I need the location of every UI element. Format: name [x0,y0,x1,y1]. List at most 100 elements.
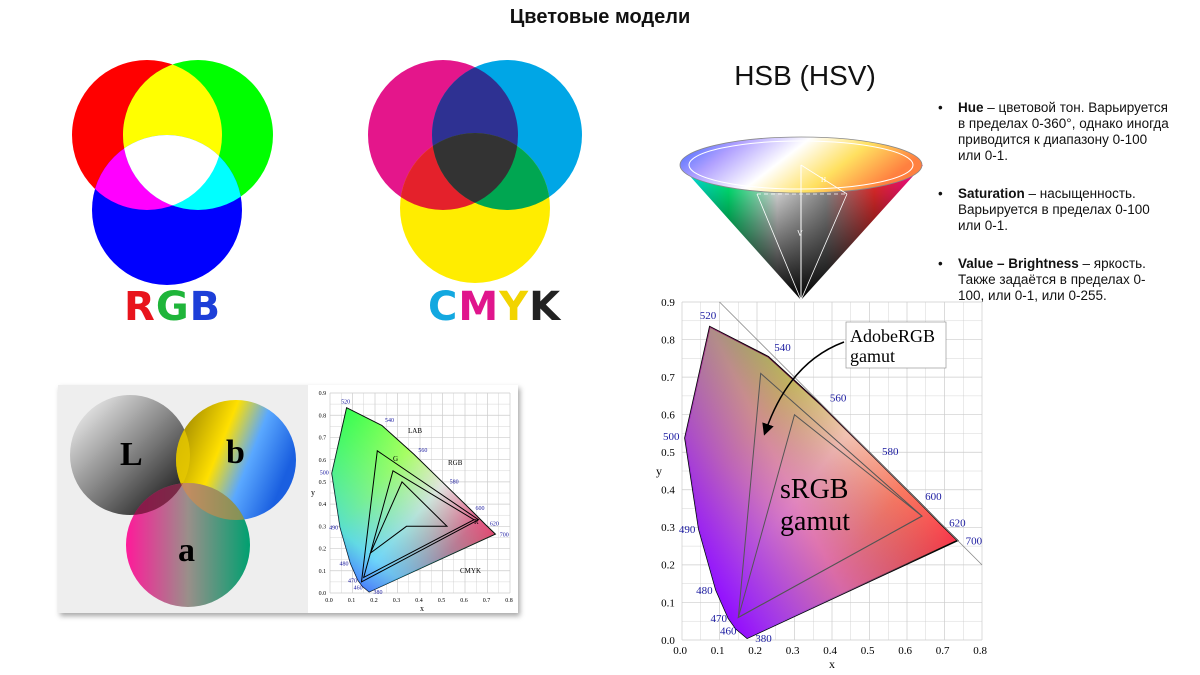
small-chart-ticks: 0.0 0.1 0.2 0.3 0.4 0.5 0.6 0.7 0.8 0.0 0.1 0.2 0.3 0… [319,391,513,604]
rgb-letter-b: B [189,284,222,330]
y-tick-label: 0.7 [319,436,327,442]
wavelength-label: 490 [329,526,338,532]
small-label-g: G [393,455,398,463]
wavelength-label: 380 [374,590,383,596]
wavelength-label: 580 [450,480,459,486]
adobergb-label-line1: AdobeRGB [850,326,935,346]
wavelength-label: 470 [348,578,357,584]
x-tick-label: 0.6 [898,645,912,657]
rgb-letter-g: G [155,284,190,330]
wavelength-label: 700 [966,535,983,547]
bullet-term: Saturation [958,186,1025,201]
y-tick-label: 0.6 [319,458,327,464]
small-lab-gamut-outline [360,449,480,583]
y-tick-label: 0.9 [661,297,675,309]
y-tick-label: 0.3 [661,522,675,534]
x-tick-label: 0.0 [673,645,687,657]
bullet-value: Value – Brightness – яркость. Также зада… [930,256,1170,304]
srgb-label-line1: sRGB [780,474,848,505]
rgb-label: RGB [124,284,221,330]
adobergb-label-line2: gamut [850,346,895,366]
y-tick-label: 0.7 [661,372,675,384]
y-tick-label: 0.1 [319,569,327,575]
wavelength-label: 480 [339,562,348,568]
hsv-bullet-list: Hue – цветовой тон. Варьируется в предел… [930,100,1170,326]
hsv-title: HSB (HSV) [734,60,876,91]
cmyk-letter-k: K [529,284,562,330]
lab-letter-l: L [120,436,143,473]
bullet-text: – цветовой тон. Варьируется в пределах 0… [958,100,1169,163]
x-tick-label: 0.7 [483,598,491,604]
srgb-gamut-triangle [737,413,923,619]
lab-letter-a: a [178,532,195,569]
small-label-lab: LAB [408,427,422,435]
y-tick-label: 0.5 [319,480,327,486]
x-tick-label: 0.8 [505,598,513,604]
y-tick-label: 0.8 [661,334,675,346]
bullet-saturation: Saturation – насыщенность. Варьируется в… [930,186,1170,234]
wavelength-label: 540 [385,418,394,424]
y-tick-label: 0.5 [661,447,675,459]
x-tick-label: 0.4 [415,598,423,604]
x-tick-label: 0.2 [748,645,762,657]
y-tick-label: 0.3 [319,524,327,530]
wavelength-label: 580 [882,446,899,458]
x-tick-label: 0.3 [786,645,800,657]
x-tick-label: 0.1 [348,598,356,604]
y-axis-label: y [656,464,662,478]
y-tick-label: 0.8 [319,413,327,419]
y-tick-label: 0.0 [661,635,675,647]
small-label-r: R [474,518,479,526]
wavelength-label: 520 [700,310,717,322]
x-tick-label: 0.7 [936,645,950,657]
y-tick-label: 0.2 [319,547,327,553]
wavelength-label: 620 [949,517,966,529]
hsv-cone-diagram: V H [679,136,923,301]
wavelength-label: 540 [774,342,791,354]
y-tick-label: 0.6 [661,410,675,422]
cmyk-letter-c: C [428,284,459,330]
lab-panel: L b a 0.0 0.1 0.2 0.3 0.4 0.5 0.6 0.7 0.8 0.0 0.1 0… [58,385,518,613]
x-tick-label: 0.3 [393,598,401,604]
wavelength-label: 460 [354,586,363,592]
hsv-cone-h-label: H [821,176,826,184]
small-ylabel: y [311,488,315,497]
wavelength-label: 460 [720,626,737,638]
wavelength-label: 620 [490,522,499,528]
x-tick-label: 0.1 [711,645,725,657]
x-tick-label: 0.5 [861,645,875,657]
cie-chromaticity-chart: 0.0 0.1 0.2 0.3 0.4 0.5 0.6 0.7 0.8 0.0 0.1 0.2 0.3 0… [656,297,987,671]
wavelength-label: 600 [475,506,484,512]
small-label-rgb: RGB [448,459,463,467]
small-chromaticity-chart: 0.0 0.1 0.2 0.3 0.4 0.5 0.6 0.7 0.8 0.0 0.1 0.2 0.3 0… [308,385,518,613]
small-label-cmyk: CMYK [460,567,481,575]
chart-axes: 0.0 0.1 0.2 0.3 0.4 0.5 0.6 0.7 0.8 0.0 0.1 0.2 0.3 0… [656,297,987,671]
wavelength-label: 520 [341,399,350,405]
x-tick-label: 0.8 [973,645,987,657]
cmyk-circles-diagram [368,60,582,283]
lab-letter-b: b [226,434,245,471]
rgb-letter-r: R [124,284,156,330]
wavelength-label: 480 [696,585,713,597]
lab-circles-diagram: L b a [70,395,296,607]
x-tick-label: 0.5 [438,598,446,604]
small-rgb-gamut-outline [362,470,476,579]
wavelength-label: 560 [830,393,847,405]
wavelength-label: 380 [755,633,772,645]
bullet-text: – яркость. Также задаётся в пределах 0-1… [958,256,1146,303]
x-tick-label: 0.6 [460,598,468,604]
wavelength-label: 700 [500,532,509,538]
small-xlabel: x [420,604,424,613]
rgb-circles-diagram [72,60,273,285]
cmyk-letter-m: M [458,284,500,330]
cmyk-letter-y: Y [499,284,530,330]
y-tick-label: 0.2 [661,560,675,572]
y-tick-label: 0.4 [319,502,327,508]
chart-edge-line [719,301,983,566]
wavelength-label: 600 [925,491,942,503]
wavelength-label: 490 [679,524,696,536]
x-tick-label: 0.2 [370,598,378,604]
y-tick-label: 0.9 [319,391,327,397]
hsv-cone-v-label: V [797,229,803,238]
